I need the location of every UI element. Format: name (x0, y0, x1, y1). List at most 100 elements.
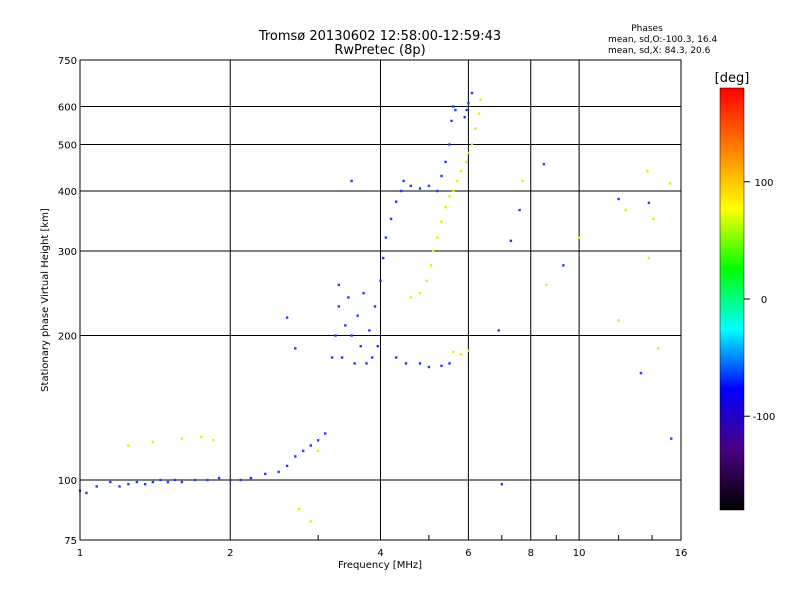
data-point (330, 356, 334, 359)
data-point (454, 108, 457, 112)
y-tick-label: 600 (58, 103, 77, 114)
data-point (479, 98, 482, 101)
y-tick-label: 500 (58, 141, 77, 152)
data-point (617, 197, 620, 201)
data-point (277, 470, 280, 474)
data-point (448, 362, 451, 365)
data-point (353, 362, 356, 365)
y-tick-label: 750 (58, 56, 77, 67)
data-point (440, 220, 443, 224)
data-point (359, 345, 362, 348)
x-tick-label: 2 (227, 548, 233, 559)
data-point (350, 179, 353, 183)
data-point (463, 116, 466, 119)
data-point (562, 264, 565, 267)
x-tick-label: 16 (675, 548, 688, 559)
colorbar (719, 87, 745, 511)
data-point (127, 483, 130, 486)
data-point (309, 520, 312, 523)
data-point (285, 316, 289, 319)
data-point (395, 200, 398, 203)
data-point (159, 478, 162, 482)
data-point (316, 449, 320, 453)
x-tick-label: 10 (573, 548, 586, 559)
data-point (432, 249, 435, 253)
data-point (264, 472, 267, 476)
colorbar-label: [deg] (715, 71, 750, 86)
data-point (448, 195, 451, 198)
x-tick-label: 4 (377, 548, 383, 559)
data-point (400, 189, 403, 193)
chart-title: Tromsø 20130602 12:58:00-12:59:43 (258, 29, 501, 44)
data-point (135, 480, 139, 484)
data-point (465, 160, 468, 164)
data-point (429, 264, 433, 267)
data-point (376, 345, 379, 348)
data-point (180, 437, 184, 440)
data-point (497, 329, 500, 332)
data-point (347, 296, 350, 299)
data-point (521, 179, 524, 183)
data-point (127, 444, 130, 447)
data-point (389, 217, 393, 221)
data-point (340, 356, 344, 359)
colorbar-tick-label: 0 (761, 295, 767, 306)
colorbar-tick-label: -100 (753, 412, 776, 423)
colorbar-tick-label: 100 (754, 178, 773, 189)
data-point (404, 362, 408, 365)
x-tick-label: 8 (528, 548, 534, 559)
phases-x-stats: mean, sd,X: 84.3, 20.6 (608, 46, 711, 56)
plot-frame (79, 59, 682, 541)
data-point (200, 435, 203, 439)
y-axis-title: Stationary phase Virtual Height [km] (40, 208, 51, 392)
data-point (95, 485, 98, 488)
data-point (409, 184, 412, 188)
data-point (109, 480, 112, 484)
data-point (465, 108, 468, 112)
x-axis-title: Frequency [MHz] (338, 560, 422, 571)
data-point (448, 143, 451, 146)
y-tick-label: 100 (58, 476, 77, 487)
y-tick-label: 400 (58, 187, 77, 198)
data-point (452, 189, 455, 193)
data-point (395, 356, 398, 359)
data-point (624, 208, 627, 212)
data-point (577, 236, 581, 239)
chart-subtitle: RwPretec (8p) (334, 43, 425, 58)
grid-lines (80, 60, 681, 540)
data-point (418, 292, 422, 295)
data-point (427, 365, 431, 369)
data-point (166, 480, 170, 484)
phases-o-stats: mean, sd,O:-100.3, 16.4 (608, 35, 718, 45)
data-point (467, 349, 470, 352)
data-point (151, 440, 155, 444)
data-point (302, 449, 305, 453)
data-point (151, 480, 155, 484)
data-point (444, 160, 447, 164)
data-point (617, 319, 620, 322)
data-point (180, 480, 184, 484)
data-point (382, 256, 385, 260)
data-point (418, 187, 422, 190)
data-point (212, 439, 215, 442)
data-point (249, 476, 253, 480)
data-point (440, 174, 443, 178)
data-point (294, 455, 297, 458)
data-point (450, 119, 453, 123)
data-point (285, 464, 289, 468)
data-point (452, 105, 455, 108)
data-point (409, 296, 412, 299)
data-point (294, 347, 297, 350)
data-point (470, 143, 474, 146)
data-point (239, 478, 242, 482)
data-point (173, 478, 177, 482)
data-point (467, 101, 470, 105)
data-point (85, 491, 88, 495)
data-point (652, 217, 655, 221)
data-point (440, 364, 443, 367)
data-point (639, 371, 643, 375)
data-point (371, 356, 374, 359)
data-point (477, 112, 481, 115)
data-point (384, 236, 388, 239)
